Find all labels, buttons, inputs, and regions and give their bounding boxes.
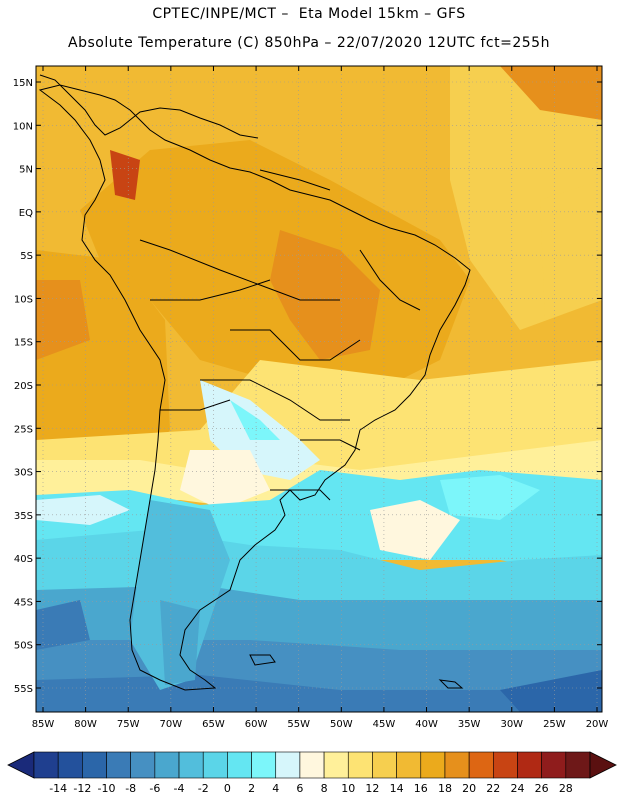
colorbar-label: 2 (248, 782, 255, 795)
colorbar-swatch (251, 751, 277, 779)
colorbar-label: -12 (73, 782, 91, 795)
colorbar-swatch (82, 751, 107, 779)
colorbar-label: 10 (341, 782, 355, 795)
lon-label: 35W (458, 719, 481, 730)
lat-label: 40S (14, 554, 33, 565)
longitude-ticks: 85W 80W 75W 70W 65W 60W 55W 50W 45W 40W 35W 30W 25W 2… (32, 66, 609, 730)
latitude-ticks: 15N 10N 5N EQ 5S 10S 15S 20S 25S 30S 35S 40S 45S 50S 5… (13, 78, 602, 695)
lat-label: 20S (14, 381, 33, 392)
colorbar-swatch (493, 751, 518, 779)
lat-label: 5S (20, 251, 33, 262)
colorbar-swatch (347, 751, 373, 779)
colorbar-swatch (178, 751, 204, 779)
colorbar-label: 24 (510, 782, 524, 795)
colorbar-max-arrow (589, 751, 617, 779)
lat-label: 15S (14, 338, 33, 349)
lat-label: 10S (14, 294, 33, 305)
lon-label: 60W (245, 719, 268, 730)
lat-label: 10N (13, 121, 33, 132)
colorbar-swatch (57, 751, 83, 779)
colorbar (7, 751, 617, 779)
lon-label: 75W (117, 719, 140, 730)
colorbar-swatch (275, 751, 301, 779)
colorbar-label: 22 (486, 782, 500, 795)
colorbar-label: 18 (438, 782, 452, 795)
colorbar-label: -6 (149, 782, 160, 795)
lon-label: 20W (586, 719, 609, 730)
colorbar-swatch (299, 751, 325, 779)
colorbar-swatch (396, 751, 422, 779)
colorbar-label: -8 (125, 782, 136, 795)
lat-label: EQ (19, 208, 33, 219)
lon-label: 55W (287, 719, 310, 730)
lon-label: 70W (160, 719, 183, 730)
lon-label: 50W (330, 719, 353, 730)
coastline (38, 74, 471, 691)
lat-label: 25S (14, 424, 33, 435)
map-frame (35, 65, 603, 713)
colorbar-label: 28 (559, 782, 573, 795)
lat-label: 30S (14, 468, 33, 479)
colorbar-min-arrow (7, 751, 35, 779)
colorbar-labels: -14 -12 -10 -8 -6 -4 -2 0 2 4 6 8 10 12 14 16 18 20 22 24 26… (49, 782, 573, 795)
colorbar-swatch (420, 751, 446, 779)
colorbar-label: 6 (296, 782, 303, 795)
colorbar-swatch (33, 751, 59, 779)
colorbar-swatch (130, 751, 156, 779)
colorbar-swatch (202, 751, 228, 779)
lat-label: 50S (14, 641, 33, 652)
colorbar-label: -10 (98, 782, 116, 795)
colorbar-label: 14 (390, 782, 404, 795)
lat-label: 35S (14, 511, 33, 522)
title-line-1: CPTEC/INPE/MCT – Eta Model 15km – GFS (152, 6, 466, 22)
title-line-2: Absolute Temperature (C) 850hPa – 22/07/… (68, 35, 550, 51)
colorbar-label: 0 (224, 782, 231, 795)
colorbar-swatch (468, 751, 494, 779)
colorbar-label: 16 (414, 782, 428, 795)
colorbar-label: 8 (321, 782, 328, 795)
colorbar-label: 4 (272, 782, 279, 795)
lon-label: 25W (543, 719, 566, 730)
colorbar-swatch (541, 751, 567, 779)
colorbar-swatch (565, 751, 591, 779)
colorbar-swatch (106, 751, 131, 779)
lon-label: 45W (373, 719, 396, 730)
colorbar-label: 26 (535, 782, 549, 795)
colorbar-swatch (444, 751, 470, 779)
colorbar-label: -2 (198, 782, 209, 795)
colorbar-swatch (517, 751, 542, 779)
colorbar-label: -4 (174, 782, 185, 795)
lon-label: 85W (32, 719, 55, 730)
lat-label: 5N (19, 165, 33, 176)
colorbar-swatch (154, 751, 180, 779)
lon-label: 65W (202, 719, 225, 730)
colorbar-swatch (227, 751, 252, 779)
colorbar-label: 20 (462, 782, 476, 795)
colorbar-label: -14 (49, 782, 67, 795)
lat-label: 45S (14, 597, 33, 608)
lon-label: 80W (74, 719, 97, 730)
lon-label: 40W (415, 719, 438, 730)
lon-label: 30W (500, 719, 523, 730)
colorbar-swatch (323, 751, 349, 779)
colorbar-swatch (372, 751, 397, 779)
lat-label: 55S (14, 684, 33, 695)
lat-label: 15N (13, 78, 33, 89)
colorbar-label: 12 (365, 782, 379, 795)
temperature-field (36, 66, 602, 712)
